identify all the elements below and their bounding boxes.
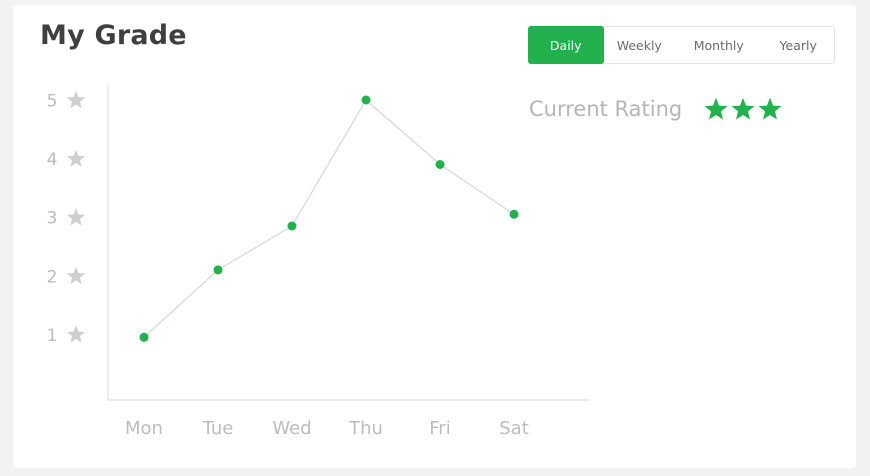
x-tick-label: Fri (429, 418, 450, 439)
star-icon (66, 208, 86, 226)
x-tick-label: Sat (499, 418, 529, 439)
tab-monthly[interactable]: Monthly (693, 37, 744, 53)
data-point[interactable] (213, 265, 223, 275)
y-tick-label: 4 (47, 150, 58, 170)
star-icon (66, 91, 86, 109)
rating-stars (704, 97, 782, 121)
star-icon (66, 266, 86, 284)
data-point[interactable] (509, 209, 519, 219)
y-tick-label: 2 (47, 267, 58, 287)
star-icon (66, 325, 86, 343)
y-tick-label: 3 (47, 209, 58, 229)
data-point[interactable] (435, 160, 445, 169)
y-tick-label: 1 (47, 326, 58, 346)
tab-weekly[interactable]: Weekly (616, 37, 662, 53)
x-tick-label: Wed (272, 418, 311, 439)
grade-line-chart: 1 2 3 4 5 Mon Tue Wed Thu Fri Sat (47, 85, 590, 439)
period-tabs: Daily Weekly Monthly Yearly (528, 26, 835, 64)
tab-yearly[interactable]: Yearly (779, 37, 817, 53)
page-title: My Grade (40, 20, 187, 51)
series-line (143, 99, 515, 338)
star-icon (758, 97, 782, 120)
current-rating: Current Rating (529, 97, 782, 121)
x-tick-label: Thu (348, 418, 383, 439)
x-tick-label: Tue (202, 418, 234, 439)
current-rating-label: Current Rating (529, 97, 683, 121)
data-point[interactable] (361, 95, 371, 105)
data-point[interactable] (287, 221, 297, 231)
star-icon (704, 97, 728, 120)
star-icon (66, 149, 86, 167)
star-icon (731, 97, 755, 120)
data-point[interactable] (139, 332, 149, 342)
tab-daily[interactable]: Daily (528, 26, 604, 64)
grade-card: My Grade Daily Weekly Monthly Yearly Cur… (13, 5, 856, 468)
y-tick-label: 5 (47, 92, 58, 112)
x-tick-label: Mon (125, 418, 163, 439)
